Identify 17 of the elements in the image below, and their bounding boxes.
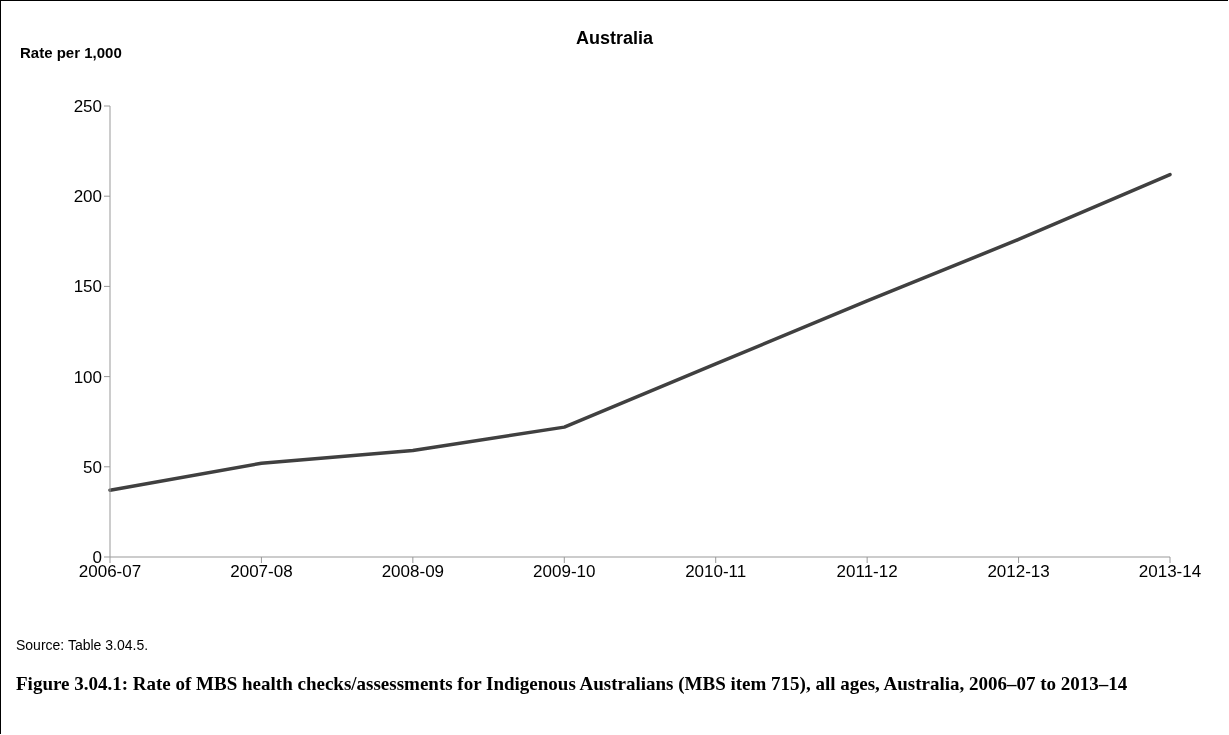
caption: Figure 3.04.1: Rate of MBS health checks/assessments for Indigenous Australians (MBS item 715), all ages, Australia, 2006–07 to 2013–14 <box>16 672 1129 696</box>
y-tick-label: 150 <box>73 277 102 297</box>
y-axis-title: Rate per 1,000 <box>20 44 122 61</box>
x-tick-label: 2011-12 <box>836 562 898 582</box>
y-tick-label: 50 <box>83 457 102 477</box>
x-tick-label: 2009-10 <box>533 562 596 582</box>
line-series <box>108 172 1172 492</box>
x-tick-label: 2012-13 <box>987 562 1050 582</box>
x-tick-label: 2010-11 <box>685 562 747 582</box>
x-tick-label: 2013-14 <box>1138 562 1202 582</box>
y-tick-label: 200 <box>73 187 102 207</box>
y-tick-label: 250 <box>73 97 102 117</box>
x-tick-label: 2007-08 <box>230 562 293 582</box>
y-tick-label: 100 <box>73 367 102 387</box>
chart-title: Australia <box>575 28 654 48</box>
x-tick-label: 2008-09 <box>381 562 445 582</box>
source-note: Source: Table 3.04.5. <box>16 637 149 653</box>
